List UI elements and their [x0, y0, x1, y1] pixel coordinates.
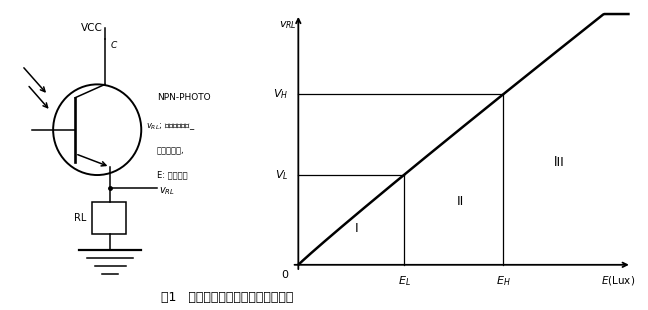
Text: 0: 0 [281, 269, 288, 280]
Text: $E$(Lux): $E$(Lux) [601, 274, 635, 287]
Text: $v_{RL}$: $v_{RL}$ [279, 19, 296, 31]
Text: $v_{RL}$: $v_{RL}$ [159, 185, 175, 197]
Text: RL: RL [74, 213, 86, 223]
Text: 形成的电压,: 形成的电压, [157, 147, 185, 156]
Text: VCC: VCC [81, 23, 103, 33]
Text: lII: lII [554, 156, 564, 169]
Text: $E_H$: $E_H$ [496, 274, 511, 288]
Text: E: 入射照度: E: 入射照度 [157, 170, 187, 179]
Text: $V_L$: $V_L$ [275, 168, 288, 182]
Text: $v_{RL}$; 光电流在负载_: $v_{RL}$; 光电流在负载_ [146, 122, 196, 132]
Text: C: C [110, 41, 117, 50]
Text: NPN-PHOTO: NPN-PHOTO [157, 93, 211, 102]
Text: $V_H$: $V_H$ [273, 87, 288, 101]
Text: 图1   光电三极管输出响应特性示意图: 图1 光电三极管输出响应特性示意图 [161, 291, 293, 304]
Text: $E_L$: $E_L$ [397, 274, 410, 288]
Text: I: I [354, 222, 358, 235]
Text: II: II [456, 195, 464, 208]
